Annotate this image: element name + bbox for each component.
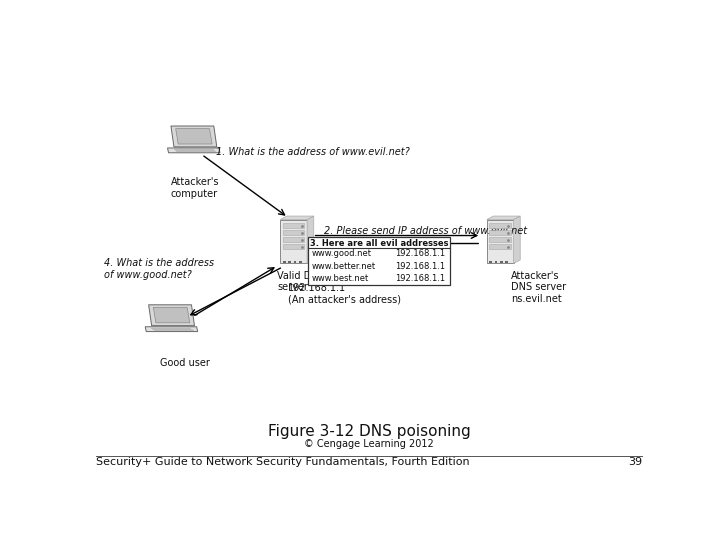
Text: www.better.net: www.better.net bbox=[312, 262, 377, 271]
FancyBboxPatch shape bbox=[490, 223, 511, 228]
FancyBboxPatch shape bbox=[283, 244, 305, 249]
Text: Figure 3-12 DNS poisoning: Figure 3-12 DNS poisoning bbox=[268, 424, 470, 439]
Text: 192.168.1.1
(An attacker's address): 192.168.1.1 (An attacker's address) bbox=[288, 283, 401, 305]
Polygon shape bbox=[176, 129, 212, 144]
FancyBboxPatch shape bbox=[490, 237, 511, 242]
Text: 39: 39 bbox=[629, 457, 642, 467]
FancyBboxPatch shape bbox=[280, 220, 307, 264]
Text: 192.168.1.1: 192.168.1.1 bbox=[395, 262, 446, 271]
Text: 192.168.1.1: 192.168.1.1 bbox=[395, 274, 446, 284]
Text: www.best.net: www.best.net bbox=[312, 274, 369, 284]
Polygon shape bbox=[513, 216, 521, 264]
Bar bbox=[505, 261, 508, 264]
Text: www.good.net: www.good.net bbox=[312, 249, 372, 259]
Text: © Cengage Learning 2012: © Cengage Learning 2012 bbox=[304, 439, 434, 449]
Polygon shape bbox=[168, 148, 220, 153]
FancyBboxPatch shape bbox=[490, 230, 511, 235]
Text: 4. What is the address
of www.good.net?: 4. What is the address of www.good.net? bbox=[104, 258, 214, 280]
Text: 3. Here are all evil addresses: 3. Here are all evil addresses bbox=[310, 239, 448, 248]
Text: Valid DNS
server: Valid DNS server bbox=[277, 271, 325, 292]
FancyBboxPatch shape bbox=[487, 220, 513, 264]
Polygon shape bbox=[145, 327, 198, 332]
FancyBboxPatch shape bbox=[307, 238, 450, 285]
Text: Attacker's
computer: Attacker's computer bbox=[171, 177, 220, 199]
Polygon shape bbox=[148, 305, 194, 326]
Text: 1. What is the address of www.evil.net?: 1. What is the address of www.evil.net? bbox=[215, 147, 409, 157]
FancyBboxPatch shape bbox=[283, 230, 305, 235]
Bar bbox=[490, 261, 492, 264]
FancyBboxPatch shape bbox=[283, 223, 305, 228]
FancyBboxPatch shape bbox=[490, 244, 511, 249]
Polygon shape bbox=[487, 216, 521, 220]
Polygon shape bbox=[153, 307, 190, 323]
Text: 192.168.1.1: 192.168.1.1 bbox=[395, 249, 446, 259]
Bar bbox=[500, 261, 503, 264]
Polygon shape bbox=[171, 126, 217, 147]
Text: 2. Please send IP address of www.evil.net: 2. Please send IP address of www.evil.ne… bbox=[324, 226, 527, 235]
Text: Security+ Guide to Network Security Fundamentals, Fourth Edition: Security+ Guide to Network Security Fund… bbox=[96, 457, 469, 467]
Bar bbox=[294, 261, 297, 264]
Bar bbox=[283, 261, 286, 264]
FancyBboxPatch shape bbox=[283, 237, 305, 242]
Text: Good user: Good user bbox=[160, 358, 210, 368]
Bar bbox=[299, 261, 302, 264]
Polygon shape bbox=[307, 216, 314, 264]
Text: Attacker's
DNS server
ns.evil.net: Attacker's DNS server ns.evil.net bbox=[511, 271, 567, 304]
Polygon shape bbox=[280, 216, 314, 220]
Bar bbox=[288, 261, 291, 264]
Bar bbox=[495, 261, 498, 264]
